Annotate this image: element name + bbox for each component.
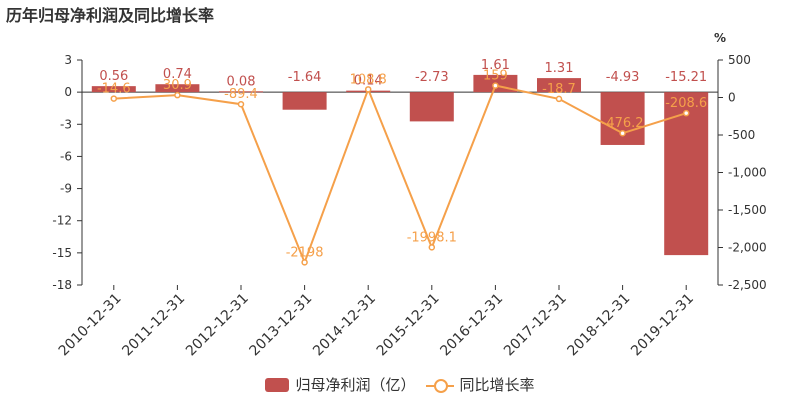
bar-net-profit — [155, 84, 200, 93]
x-tick-label: 2016-12-31 — [437, 291, 506, 360]
line-data-label: -89.4 — [224, 87, 258, 102]
bar-data-label: -15.21 — [665, 70, 707, 85]
left-tick-label: -12 — [52, 214, 72, 228]
growth-rate-point — [682, 109, 690, 117]
right-tick-label: 0 — [728, 91, 736, 105]
legend-bar-swatch — [265, 377, 290, 392]
line-data-label: -476.2 — [602, 116, 644, 131]
right-tick-label: -1,500 — [728, 203, 767, 217]
bar-net-profit — [219, 91, 263, 93]
left-tick-label: -3 — [60, 117, 72, 131]
growth-rate-point — [364, 86, 372, 93]
x-tick-label: 2011-12-31 — [119, 291, 188, 360]
bar-net-profit — [537, 78, 581, 93]
bar-data-label: 0.08 — [227, 74, 256, 89]
left-tick-label: -18 — [52, 278, 72, 292]
growth-rate-point — [428, 244, 436, 251]
right-tick-label: -500 — [728, 128, 755, 142]
x-tick-label: 2017-12-31 — [501, 291, 570, 360]
right-tick-label: -1,000 — [728, 166, 767, 180]
bar-data-label: -2.73 — [415, 70, 449, 85]
right-tick-label: -2,500 — [728, 278, 767, 292]
right-tick-label: -2,000 — [728, 241, 767, 255]
line-data-label: -1998.1 — [407, 230, 457, 245]
left-tick-label: -9 — [60, 182, 72, 196]
x-tick-label: 2019-12-31 — [628, 291, 697, 360]
bar-data-label: 0.56 — [99, 69, 128, 84]
growth-rate-point — [110, 95, 118, 102]
bar-data-label: -1.64 — [288, 70, 322, 85]
x-tick-label: 2012-12-31 — [183, 291, 252, 360]
line-data-label: 30.9 — [163, 78, 192, 93]
bar-net-profit — [409, 92, 454, 122]
legend-item-bar[interactable]: 归母净利润（亿） — [265, 374, 416, 395]
growth-rate-point — [174, 91, 181, 99]
bar-data-label: -4.93 — [606, 70, 640, 85]
x-tick-label: 2014-12-31 — [310, 291, 379, 360]
bar-net-profit — [664, 92, 709, 256]
growth-rate-point — [301, 259, 308, 266]
line-data-label: 159 — [483, 69, 508, 84]
line-data-label: -208.6 — [665, 96, 707, 111]
line-data-label: 108.8 — [350, 72, 387, 87]
legend-line-label: 同比增长率 — [459, 376, 535, 394]
legend-bar-label: 归母净利润（亿） — [295, 376, 416, 394]
bar-data-label: 0.74 — [163, 67, 192, 82]
x-tick-label: 2010-12-31 — [56, 291, 125, 360]
growth-rate-point — [555, 95, 563, 103]
growth-rate-point — [237, 100, 245, 108]
bar-data-label: 1.61 — [481, 58, 510, 73]
legend-line-swatch — [425, 378, 454, 393]
line-data-label: -2198 — [286, 245, 324, 260]
left-tick-label: -15 — [52, 246, 72, 260]
growth-rate-line — [113, 84, 687, 266]
growth-rate-point — [492, 82, 499, 89]
left-tick-label: 0 — [64, 85, 72, 99]
x-tick-label: 2015-12-31 — [374, 291, 443, 360]
right-axis-unit: % — [714, 31, 726, 45]
x-tick-label: 2013-12-31 — [247, 291, 316, 360]
bar-net-profit — [91, 86, 136, 93]
bar-data-label: 1.31 — [545, 61, 574, 76]
legend-item-line[interactable]: 同比增长率 — [425, 374, 535, 395]
left-tick-label: -6 — [60, 149, 72, 163]
line-data-label: -18.7 — [542, 82, 576, 97]
chart-title: 历年归母净利润及同比增长率 — [6, 6, 215, 25]
line-data-label: -14.6 — [97, 82, 131, 97]
growth-rate-point — [619, 129, 626, 137]
x-tick-label: 2018-12-31 — [565, 291, 634, 360]
bar-net-profit — [282, 92, 327, 110]
right-tick-label: 500 — [728, 53, 751, 67]
chart-legend: 归母净利润（亿） 同比增长率 — [0, 374, 800, 395]
left-tick-label: 3 — [64, 53, 72, 67]
bar-data-label: 0.14 — [354, 74, 383, 89]
